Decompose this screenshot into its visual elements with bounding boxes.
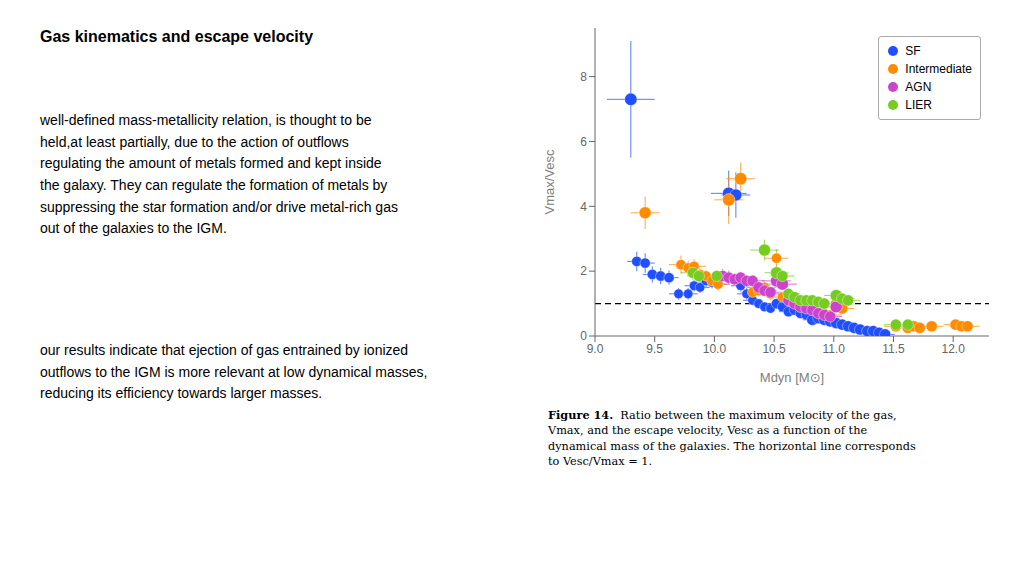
svg-text:Vmax/Vesc: Vmax/Vesc — [542, 149, 557, 215]
svg-text:9.0: 9.0 — [587, 342, 604, 356]
svg-text:0: 0 — [580, 329, 587, 343]
svg-text:10.0: 10.0 — [703, 342, 727, 356]
svg-text:9.5: 9.5 — [646, 342, 663, 356]
svg-text:10.5: 10.5 — [762, 342, 786, 356]
html-text:our results indicate that ejec: our results indicate that ejection of ga… — [40, 342, 428, 402]
html-text:well-defined mass-metallicity: well-defined mass-metallicity relation, … — [40, 112, 398, 237]
html-text:Ratio between the maximum velo: Ratio between the maximum velocity of th… — [548, 409, 916, 468]
svg-text:8: 8 — [580, 70, 587, 84]
svg-text:12.0: 12.0 — [942, 342, 966, 356]
svg-text:11.5: 11.5 — [882, 342, 905, 356]
html-text:AGN: AGN — [905, 80, 932, 94]
html-text:LIER: LIER — [905, 98, 932, 112]
svg-text:11.0: 11.0 — [823, 342, 846, 356]
html-text:Gas kinematics and escape velo: Gas kinematics and escape velocity — [40, 28, 313, 45]
html-text:Intermediate: Intermediate — [905, 62, 972, 76]
svg-text:2: 2 — [580, 264, 587, 278]
svg-text:Mdyn [M⊙]: Mdyn [M⊙] — [760, 370, 824, 385]
svg-text:6: 6 — [580, 135, 587, 149]
html-text:Figure 14.: Figure 14. — [548, 408, 614, 422]
html-text:SF: SF — [905, 44, 921, 58]
svg-text:4: 4 — [580, 200, 587, 214]
